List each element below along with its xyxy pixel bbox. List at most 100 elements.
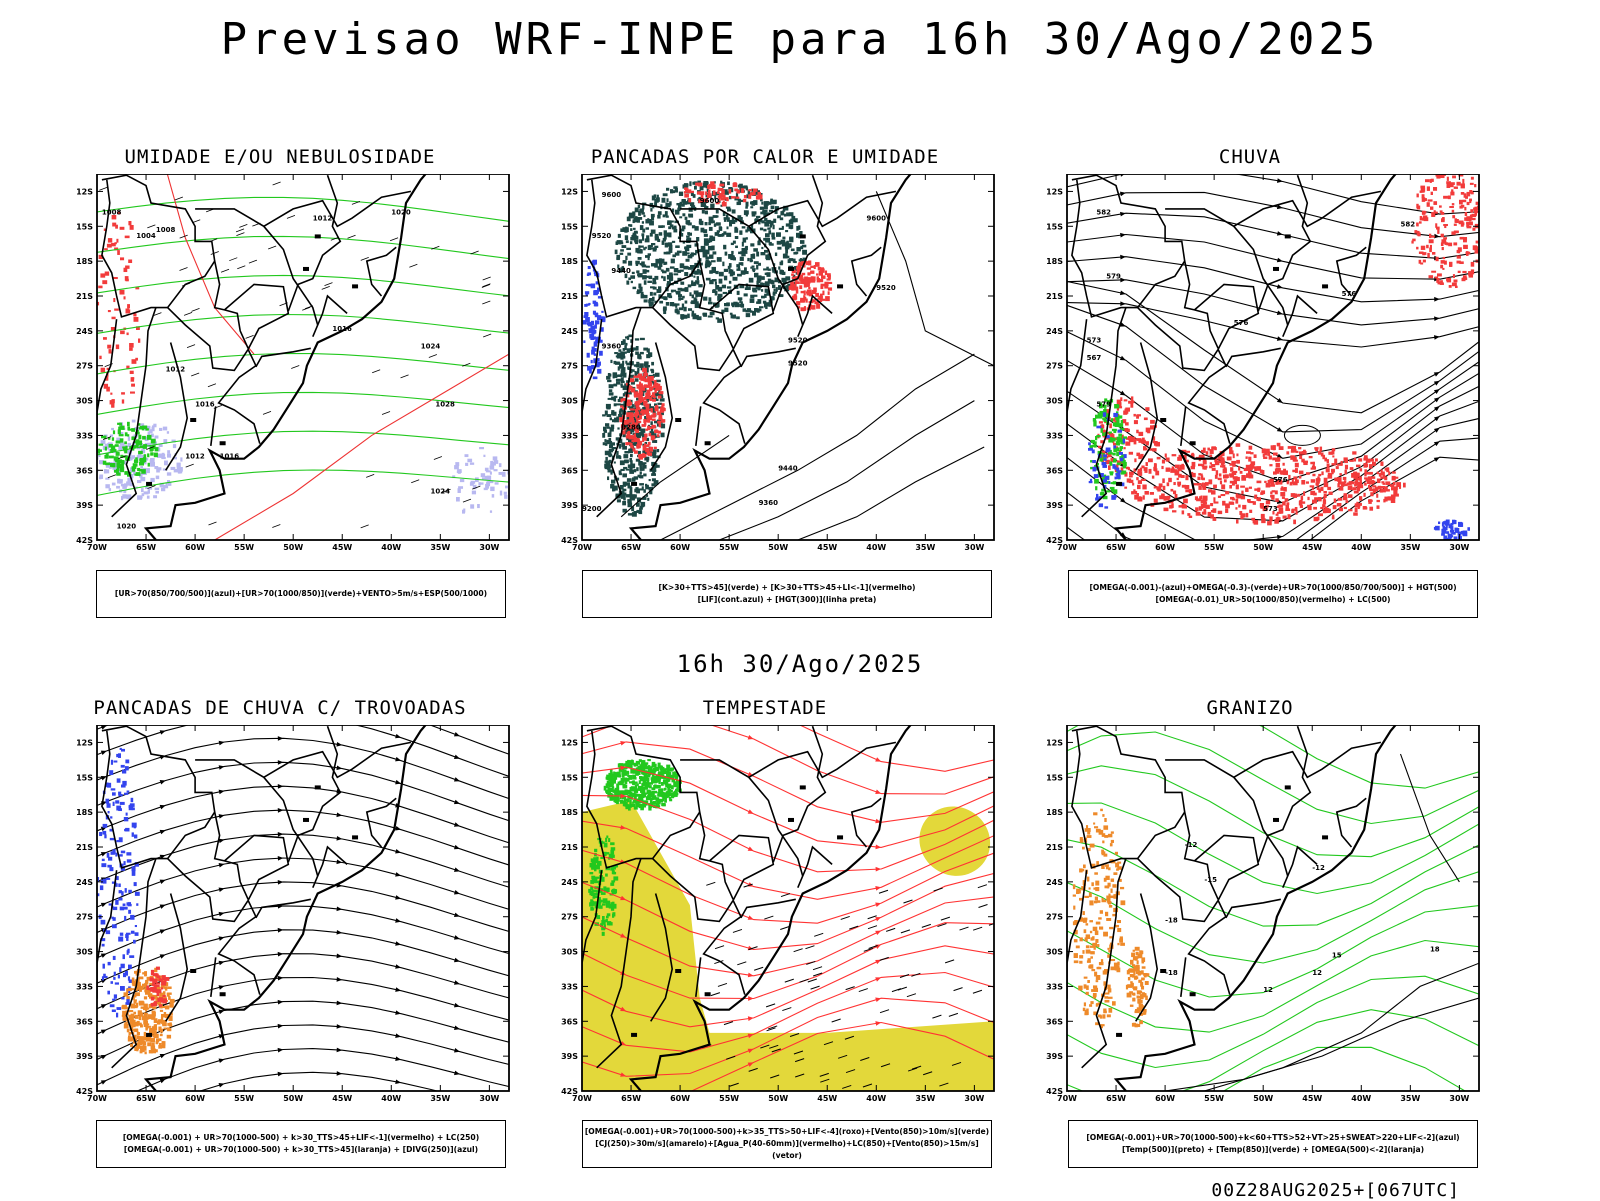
rain-area bbox=[1443, 237, 1447, 239]
instability-area bbox=[750, 243, 754, 246]
rain-area bbox=[1377, 479, 1381, 484]
rain-area bbox=[1276, 514, 1279, 516]
humidity-patch bbox=[116, 462, 120, 467]
wind-shear bbox=[111, 404, 114, 408]
instability-area bbox=[687, 232, 690, 235]
instability-core bbox=[639, 376, 643, 380]
forecast-map[interactable]: 1008100410081012101610201012101610241028… bbox=[60, 174, 510, 554]
rain-area bbox=[1324, 458, 1327, 462]
rain-area bbox=[1136, 453, 1140, 456]
rain-area bbox=[1428, 199, 1433, 201]
rain-area bbox=[1474, 209, 1478, 213]
wind-850-area bbox=[640, 806, 644, 810]
instability-area bbox=[672, 241, 675, 243]
arrow-head bbox=[395, 1033, 401, 1038]
storm-area bbox=[164, 1028, 167, 1030]
instability-area bbox=[637, 273, 640, 276]
instability-core bbox=[647, 420, 650, 423]
divergence-area bbox=[121, 964, 125, 968]
rain-core bbox=[1118, 434, 1122, 437]
rain-area bbox=[1266, 500, 1270, 504]
rain-area bbox=[1181, 465, 1185, 470]
lon-label: 30W bbox=[1449, 543, 1469, 552]
instability-area bbox=[709, 297, 712, 301]
arrow-head bbox=[454, 777, 460, 781]
divergence-area bbox=[107, 853, 110, 858]
rain-area bbox=[1203, 496, 1208, 501]
humidity-patch bbox=[477, 504, 480, 508]
divergence-area bbox=[111, 788, 116, 790]
rain-area bbox=[1441, 239, 1446, 243]
divergence-area bbox=[135, 892, 140, 896]
rain-area bbox=[1422, 197, 1426, 202]
instability-area bbox=[627, 253, 631, 256]
instability-area bbox=[625, 235, 628, 240]
instability-area bbox=[630, 237, 634, 241]
rain-area bbox=[1465, 212, 1467, 216]
storm-area bbox=[134, 1029, 138, 1033]
rain-area bbox=[1351, 473, 1356, 478]
instability-area bbox=[694, 291, 699, 295]
divergence-area bbox=[120, 986, 125, 991]
instability-area bbox=[666, 268, 670, 272]
rain-area bbox=[1293, 494, 1297, 498]
rain-area bbox=[1283, 470, 1288, 475]
humidity-patch bbox=[493, 456, 498, 460]
storm-core bbox=[157, 993, 160, 996]
lat-label: 24S bbox=[1046, 327, 1063, 336]
instability-area bbox=[641, 292, 644, 294]
rain-area bbox=[1133, 489, 1135, 492]
instability-core bbox=[635, 409, 638, 414]
rain-area bbox=[1380, 462, 1383, 466]
rain-area bbox=[1437, 230, 1439, 234]
instability-area bbox=[701, 228, 705, 233]
humidity-patch bbox=[180, 457, 182, 461]
rain-area bbox=[1470, 183, 1474, 185]
storm-core bbox=[152, 989, 157, 993]
rain-area bbox=[1283, 516, 1287, 519]
divergence-area bbox=[125, 760, 129, 764]
forecast-map[interactable]: 58258257957657657356757357657912S15S18S2… bbox=[1030, 174, 1480, 554]
instability-area bbox=[615, 250, 618, 255]
instability-area bbox=[675, 210, 680, 215]
instability-area bbox=[642, 236, 644, 241]
wind-arrow bbox=[390, 238, 398, 241]
instability-area bbox=[666, 188, 669, 191]
instability-area bbox=[678, 288, 683, 291]
forecast-map[interactable]: 9600960096009520952094409520952093609440… bbox=[545, 174, 995, 554]
instability-core bbox=[800, 298, 805, 303]
instability-area bbox=[709, 270, 713, 274]
rain-area bbox=[1430, 207, 1433, 210]
instability-area bbox=[705, 211, 708, 215]
instability-area bbox=[675, 188, 678, 192]
rain-area bbox=[1185, 475, 1188, 480]
arrow-head bbox=[395, 941, 401, 946]
main-title: Previsao WRF-INPE para 16h 30/Ago/2025 bbox=[0, 14, 1600, 65]
rain-area bbox=[1431, 236, 1435, 238]
rain-area bbox=[1207, 448, 1210, 451]
instability-area bbox=[736, 264, 740, 267]
instability-area bbox=[646, 354, 650, 358]
wind-arrow bbox=[208, 522, 216, 525]
rain-area bbox=[1275, 490, 1278, 494]
rain-area bbox=[1246, 451, 1251, 454]
instability-area bbox=[771, 233, 775, 237]
omega-area bbox=[1118, 430, 1123, 433]
instability-area bbox=[754, 308, 758, 312]
instability-area bbox=[659, 301, 663, 304]
rain-core bbox=[1096, 435, 1100, 437]
rain-area bbox=[1251, 518, 1255, 521]
instability-area bbox=[774, 289, 776, 292]
instability-area bbox=[663, 297, 667, 301]
lifted-index bbox=[591, 360, 593, 363]
rain-area bbox=[1309, 456, 1313, 458]
border-line bbox=[225, 835, 289, 900]
instability-area bbox=[663, 238, 666, 242]
humidity-patch bbox=[494, 460, 498, 464]
wind-arrow bbox=[237, 266, 245, 269]
wind-850-area bbox=[658, 789, 662, 792]
arrow-head bbox=[1120, 233, 1126, 238]
storm-area bbox=[160, 1010, 163, 1012]
